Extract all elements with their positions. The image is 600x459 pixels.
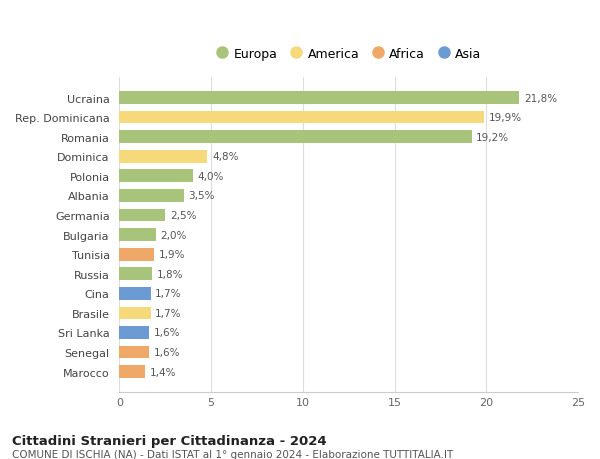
Bar [119,112,484,124]
Text: 2,0%: 2,0% [161,230,187,240]
Text: 1,6%: 1,6% [154,347,180,357]
Bar [119,326,149,339]
Text: 19,9%: 19,9% [489,113,522,123]
Text: 1,8%: 1,8% [157,269,184,279]
Bar [119,190,184,202]
Text: 1,9%: 1,9% [159,250,185,260]
Bar [119,268,152,280]
Bar [119,365,145,378]
Text: 3,5%: 3,5% [188,191,215,201]
Bar [119,307,151,319]
Bar [119,92,519,105]
Bar [119,170,193,183]
Text: 4,0%: 4,0% [197,172,224,181]
Bar [119,209,166,222]
Bar [119,131,472,144]
Text: 1,7%: 1,7% [155,308,182,318]
Bar [119,229,156,241]
Text: Cittadini Stranieri per Cittadinanza - 2024: Cittadini Stranieri per Cittadinanza - 2… [12,434,326,447]
Text: 1,6%: 1,6% [154,328,180,338]
Text: 2,5%: 2,5% [170,211,196,220]
Text: 19,2%: 19,2% [476,132,509,142]
Text: COMUNE DI ISCHIA (NA) - Dati ISTAT al 1° gennaio 2024 - Elaborazione TUTTITALIA.: COMUNE DI ISCHIA (NA) - Dati ISTAT al 1°… [12,449,453,459]
Bar [119,287,151,300]
Bar [119,346,149,358]
Bar [119,248,154,261]
Text: 21,8%: 21,8% [524,93,557,103]
Text: 1,4%: 1,4% [150,367,176,377]
Bar [119,151,208,163]
Legend: Europa, America, Africa, Asia: Europa, America, Africa, Asia [211,43,487,66]
Text: 1,7%: 1,7% [155,289,182,299]
Text: 4,8%: 4,8% [212,152,239,162]
